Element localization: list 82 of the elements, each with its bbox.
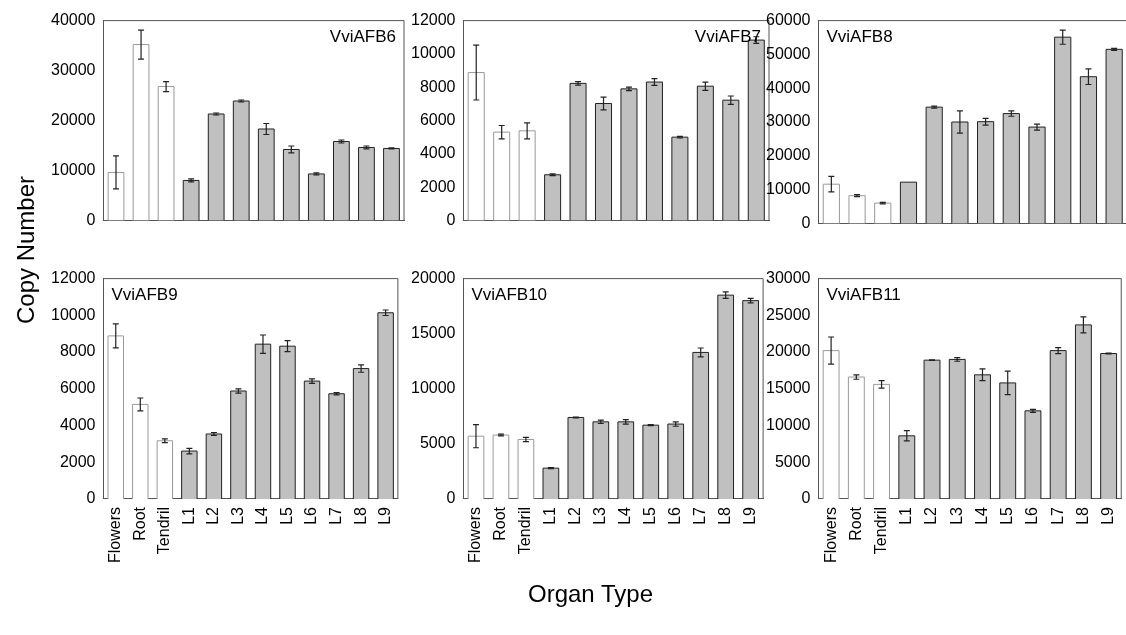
- y-tick-label: 2000: [59, 452, 96, 470]
- x-tick-label: Root: [846, 506, 864, 541]
- x-tick-label: L2: [922, 506, 940, 525]
- x-tick-label: L1: [897, 506, 915, 525]
- x-tick-label: Tendril: [155, 506, 173, 555]
- y-tick-label: 10000: [410, 44, 456, 62]
- y-tick-label: 5000: [774, 452, 811, 470]
- y-tick-label: 30000: [765, 112, 811, 130]
- y-tick-label: 0: [446, 210, 456, 228]
- y-tick-label: 10000: [50, 160, 96, 178]
- x-tick-label: L6: [666, 506, 684, 525]
- y-tick-label: 12000: [410, 11, 456, 29]
- x-tick-label: L3: [228, 506, 246, 525]
- y-tick-label: 12000: [50, 269, 96, 287]
- y-tick-label: 0: [801, 213, 811, 231]
- y-tick-label: 10000: [765, 415, 811, 433]
- x-tick-label: L3: [947, 506, 965, 525]
- x-tick-label: L4: [972, 506, 990, 525]
- x-tick-label: Tendril: [871, 506, 889, 555]
- x-tick-label: L8: [1073, 506, 1091, 525]
- y-tick-label: 20000: [765, 146, 811, 164]
- y-tick-label: 20000: [50, 110, 96, 128]
- y-tick-label: 15000: [765, 379, 811, 397]
- x-tick-label: Root: [491, 506, 509, 541]
- x-tick-label: L8: [351, 506, 369, 525]
- y-tick-label: 8000: [59, 342, 96, 360]
- x-tick-label: L3: [591, 506, 609, 525]
- x-tick-label: L1: [179, 506, 197, 525]
- y-tick-label: 40000: [50, 11, 96, 29]
- chart-title: VviAFB11: [826, 284, 901, 304]
- x-tick-label: L5: [641, 506, 659, 525]
- x-tick-label: L6: [1023, 506, 1041, 525]
- chart-title: VviAFB10: [471, 284, 548, 304]
- x-tick-label: L7: [1048, 506, 1066, 525]
- x-tick-label: L6: [302, 506, 320, 525]
- y-axis-title: Copy Number: [12, 174, 40, 327]
- chart-title: VviAFB7: [694, 26, 761, 46]
- chart-title: VviAFB8: [826, 26, 893, 46]
- y-tick-label: 4000: [59, 415, 96, 433]
- y-tick-label: 25000: [765, 305, 811, 323]
- y-tick-label: 20000: [765, 342, 811, 360]
- y-tick-label: 0: [801, 489, 811, 507]
- x-axis-title: Organ Type: [527, 580, 654, 608]
- chart-title: VviAFB6: [329, 26, 396, 46]
- y-tick-label: 60000: [765, 11, 811, 29]
- y-tick-label: 6000: [59, 379, 96, 397]
- y-tick-label: 10000: [410, 379, 456, 397]
- x-tick-label: L8: [716, 506, 734, 525]
- y-tick-label: 50000: [765, 44, 811, 62]
- x-tick-label: Flowers: [466, 506, 484, 564]
- x-tick-label: L2: [204, 506, 222, 525]
- x-tick-label: Root: [130, 506, 148, 541]
- x-tick-label: Flowers: [106, 506, 124, 564]
- y-tick-label: 30000: [765, 269, 811, 287]
- x-tick-label: L4: [616, 506, 634, 525]
- x-tick-label: L5: [277, 506, 295, 525]
- y-tick-label: 5000: [419, 434, 456, 452]
- y-tick-label: 4000: [419, 144, 456, 162]
- y-tick-label: 40000: [765, 78, 811, 96]
- x-tick-label: L5: [998, 506, 1016, 525]
- x-tick-label: L4: [253, 506, 271, 525]
- y-tick-label: 0: [86, 210, 96, 228]
- x-tick-label: L9: [741, 506, 759, 525]
- x-tick-label: L9: [1099, 506, 1117, 525]
- x-tick-label: Flowers: [821, 506, 839, 564]
- y-tick-label: 10000: [50, 305, 96, 323]
- x-tick-label: L7: [691, 506, 709, 525]
- y-tick-label: 8000: [419, 77, 456, 95]
- y-tick-label: 0: [446, 489, 456, 507]
- y-tick-label: 2000: [419, 177, 456, 195]
- x-tick-label: L9: [376, 506, 394, 525]
- y-tick-label: 10000: [765, 180, 811, 198]
- chart-title: VviAFB9: [111, 284, 178, 304]
- x-tick-label: L7: [326, 506, 344, 525]
- x-tick-label: Tendril: [516, 506, 534, 555]
- x-tick-label: L2: [566, 506, 584, 525]
- y-tick-label: 20000: [410, 269, 456, 287]
- y-tick-label: 0: [86, 489, 96, 507]
- x-tick-label: L1: [541, 506, 559, 525]
- y-tick-label: 30000: [50, 60, 96, 78]
- y-tick-label: 6000: [419, 110, 456, 128]
- y-tick-label: 15000: [410, 324, 456, 342]
